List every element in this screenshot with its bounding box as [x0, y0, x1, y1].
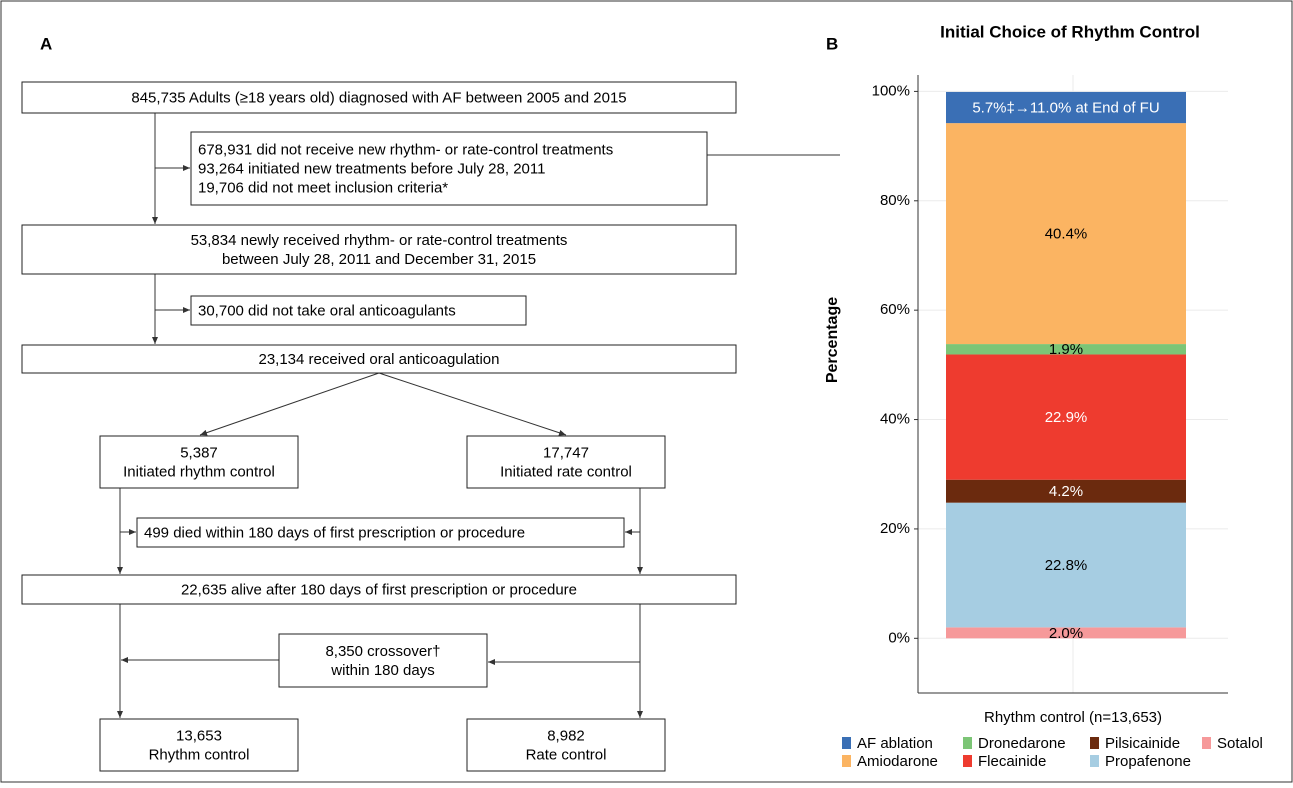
flow-text: within 180 days	[330, 662, 434, 679]
y-tick-label: 40%	[880, 411, 910, 428]
legend-label: Sotalol	[1217, 735, 1263, 752]
legend-label: Amiodarone	[857, 753, 938, 770]
legend-swatch	[1090, 755, 1099, 767]
flow-text: 19,706 did not meet inclusion criteria*	[198, 179, 448, 196]
flow-text: Rate control	[526, 746, 607, 763]
bar-segment	[946, 123, 1186, 345]
data-label: 22.8%	[1045, 557, 1088, 574]
legend-swatch	[963, 755, 972, 767]
flow-text: 678,931 did not receive new rhythm- or r…	[198, 141, 613, 158]
flow-box	[190, 131, 708, 206]
flow-box	[466, 435, 666, 489]
flow-box	[21, 81, 737, 114]
bar-segment	[946, 627, 1186, 639]
flow-text: 845,735 Adults (≥18 years old) diagnosed…	[131, 89, 626, 106]
bar-segment	[946, 344, 1186, 355]
flow-text: 499 died within 180 days of first prescr…	[144, 524, 525, 541]
flow-box	[278, 633, 488, 688]
legend-label: AF ablation	[857, 735, 933, 752]
chart-title: Initial Choice of Rhythm Control	[940, 22, 1200, 41]
panel-label: A	[40, 34, 52, 53]
bar-segment	[946, 502, 1186, 628]
y-tick-label: 60%	[880, 301, 910, 318]
legend-swatch	[842, 755, 851, 767]
flow-text: 8,350 crossover†	[325, 643, 440, 660]
data-label: 2.0%	[1049, 625, 1083, 642]
flow-box	[99, 718, 299, 772]
x-tick-label: Rhythm control (n=13,653)	[984, 709, 1162, 726]
flow-box	[99, 435, 299, 489]
legend-swatch	[842, 737, 851, 749]
bar-segment	[946, 91, 1186, 124]
legend-swatch	[963, 737, 972, 749]
data-label: 5.7%‡→11.0% at End of FU	[972, 100, 1159, 117]
flow-text: 5,387	[180, 444, 218, 461]
legend-label: Pilsicainide	[1105, 735, 1180, 752]
data-label: 1.9%	[1049, 341, 1083, 358]
flow-text: Initiated rate control	[500, 463, 632, 480]
flow-box	[190, 295, 527, 326]
flow-text: 30,700 did not take oral anticoagulants	[198, 302, 456, 319]
flow-arrows	[117, 113, 840, 718]
flow-box	[466, 718, 666, 772]
data-label: 40.4%	[1045, 226, 1088, 243]
legend-label: Flecainide	[978, 753, 1046, 770]
flow-text: between July 28, 2011 and December 31, 2…	[222, 251, 536, 268]
y-axis-label: Percentage	[824, 297, 841, 383]
flow-box	[21, 574, 737, 605]
y-tick-label: 0%	[888, 629, 910, 646]
y-tick-label: 100%	[872, 82, 910, 99]
legend-label: Dronedarone	[978, 735, 1066, 752]
bar-segment	[946, 479, 1186, 503]
flow-box	[21, 224, 737, 275]
flow-text: 23,134 received oral anticoagulation	[258, 351, 499, 368]
flow-text: 93,264 initiated new treatments before J…	[198, 160, 545, 177]
flow-text: 13,653	[176, 727, 222, 744]
data-label: 22.9%	[1045, 409, 1088, 426]
flow-box	[21, 344, 737, 374]
legend-swatch	[1090, 737, 1099, 749]
flow-text: 53,834 newly received rhythm- or rate-co…	[191, 232, 568, 249]
legend-label: Propafenone	[1105, 753, 1191, 770]
flow-text: Rhythm control	[149, 746, 250, 763]
panel-label: B	[826, 34, 838, 53]
y-tick-label: 20%	[880, 520, 910, 537]
bar-segment	[946, 354, 1186, 480]
y-tick-label: 80%	[880, 192, 910, 209]
flow-text: 22,635 alive after 180 days of first pre…	[181, 581, 577, 598]
data-label: 4.2%	[1049, 483, 1083, 500]
flow-text: 17,747	[543, 444, 589, 461]
flow-box	[136, 517, 625, 548]
flow-text: 8,982	[547, 727, 585, 744]
legend-swatch	[1202, 737, 1211, 749]
flow-text: Initiated rhythm control	[123, 463, 275, 480]
